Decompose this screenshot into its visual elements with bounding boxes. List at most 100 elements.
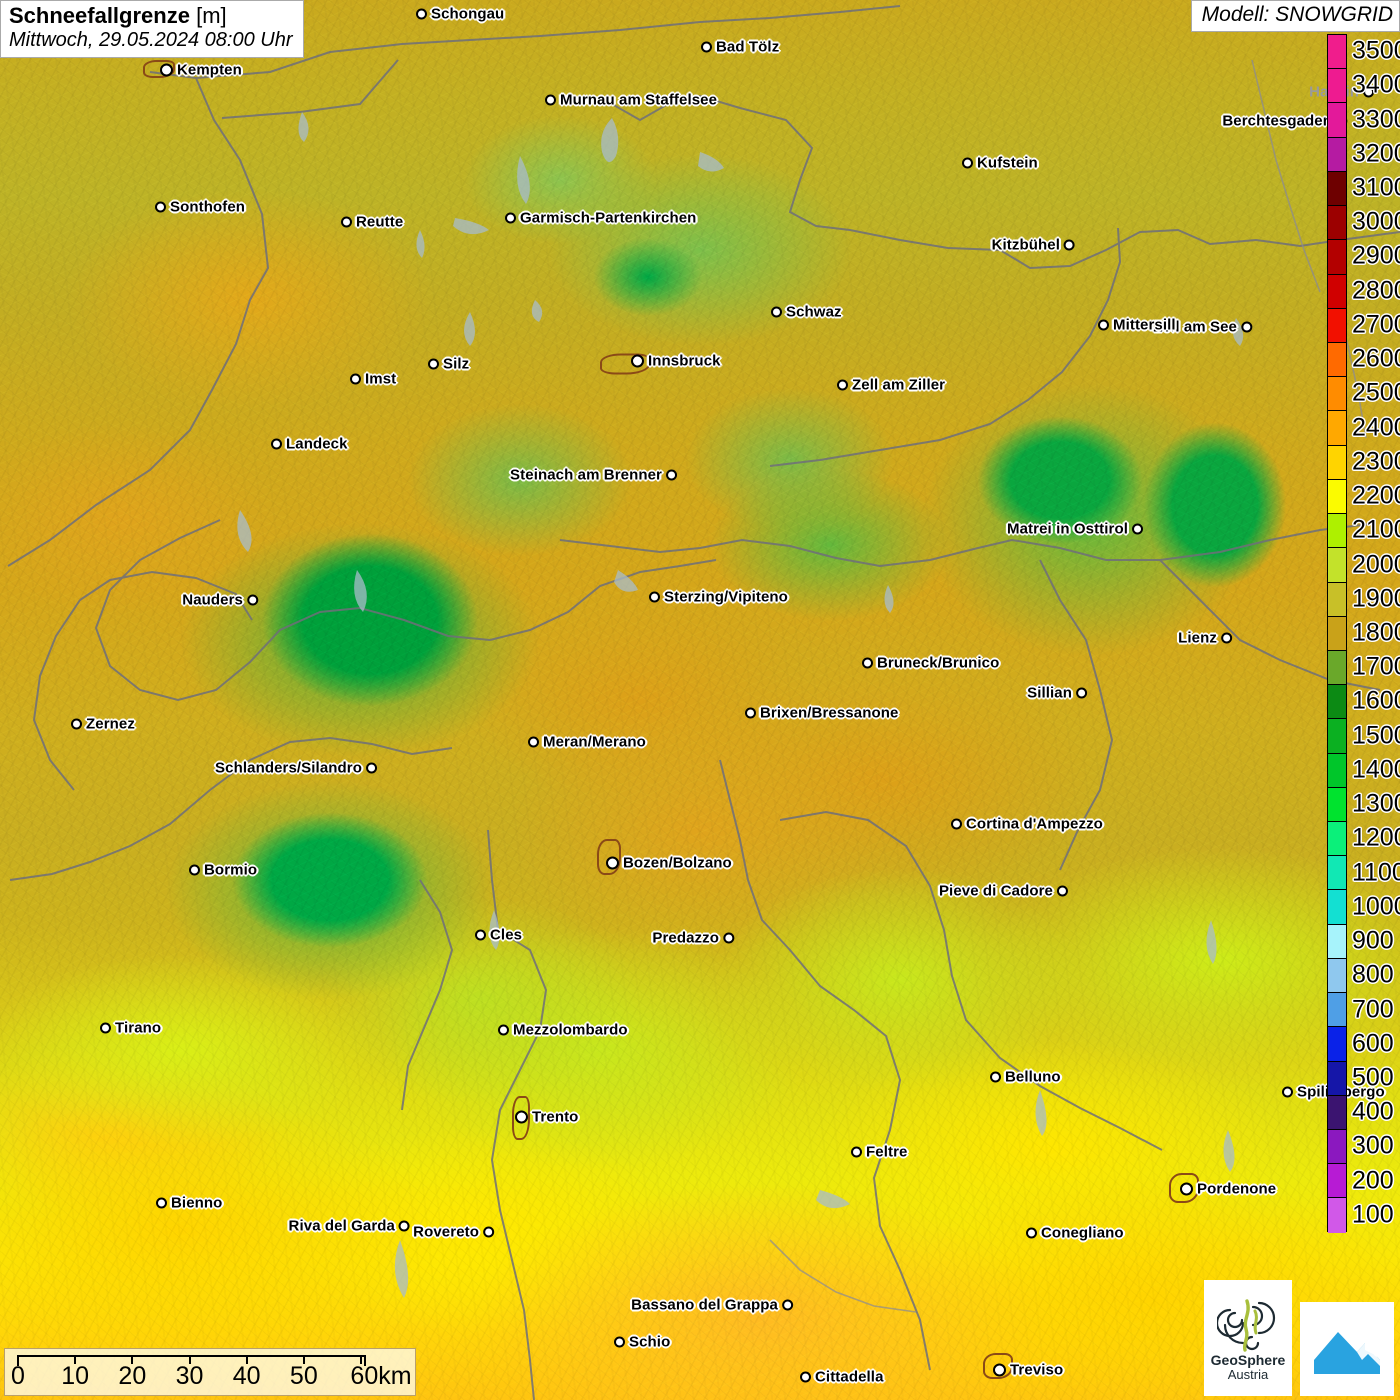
city-marker[interactable]: Sonthofen [155, 199, 245, 216]
city-dot-icon [515, 1110, 528, 1124]
city-marker[interactable]: Schongau [416, 6, 504, 23]
title-parameter: Schneefallgrenze [9, 3, 190, 28]
city-marker[interactable]: Lienz [1178, 630, 1232, 647]
city-marker[interactable]: Predazzo [652, 930, 734, 947]
city-dot-icon [1098, 319, 1109, 331]
colorbar-swatch-2700 [1328, 308, 1346, 343]
colorbar-tick-300: 300 [1352, 1131, 1394, 1160]
city-label: Sterzing/Vipiteno [664, 588, 788, 606]
city-marker[interactable]: Cortina d'Ampezzo [951, 816, 1103, 833]
city-marker[interactable]: Zell am See [1153, 319, 1252, 336]
city-dot-icon [800, 1371, 811, 1383]
colorbar-tick-1900: 1900 [1352, 584, 1400, 613]
city-marker[interactable]: Reutte [341, 214, 403, 231]
city-marker[interactable]: Bassano del Grappa [631, 1297, 793, 1314]
title-panel: Schneefallgrenze [m] Mittwoch, 29.05.202… [0, 0, 304, 58]
city-marker[interactable]: Sillian [1027, 685, 1087, 702]
city-dot-icon [745, 707, 756, 719]
city-marker[interactable]: Riva del Garda [289, 1218, 410, 1235]
city-marker[interactable]: Schio [614, 1334, 670, 1351]
city-marker[interactable]: Mezzolombardo [498, 1022, 628, 1039]
city-label: Bruneck/Brunico [877, 654, 1000, 672]
city-marker[interactable]: Cittadella [800, 1369, 884, 1386]
colorbar-swatch-800 [1328, 958, 1346, 994]
city-marker[interactable]: Bruneck/Brunico [862, 655, 999, 672]
city-dot-icon [782, 1299, 793, 1311]
scale-label: 20 [118, 1362, 147, 1390]
city-marker[interactable]: Bad Tölz [701, 39, 779, 56]
city-marker[interactable]: Kitzbühel [992, 237, 1075, 254]
city-marker[interactable]: Conegliano [1026, 1225, 1124, 1242]
city-dot-icon [771, 306, 782, 318]
city-label: Innsbruck [648, 352, 721, 370]
colorbar-tick-900: 900 [1352, 926, 1394, 955]
city-dot-icon [271, 438, 282, 450]
colorbar-swatch-300 [1328, 1130, 1346, 1165]
city-label: Bad Tölz [716, 38, 780, 56]
city-dot-icon [160, 63, 173, 77]
city-marker[interactable]: Treviso [993, 1362, 1063, 1379]
colorbar-swatch-3500 [1328, 35, 1346, 70]
colorbar-tick-1500: 1500 [1352, 721, 1400, 750]
city-marker[interactable]: Cles [475, 927, 522, 944]
city-label: Zell am See [1153, 318, 1237, 336]
city-label: Cles [490, 926, 523, 944]
colorbar-tick-2600: 2600 [1352, 344, 1400, 373]
city-label: Mezzolombardo [513, 1021, 628, 1039]
colorbar-swatch-2100 [1328, 514, 1346, 549]
colorbar-swatch-1500 [1328, 719, 1346, 754]
city-marker[interactable]: Schlanders/Silandro [215, 760, 377, 777]
city-marker[interactable]: Kufstein [962, 155, 1038, 172]
city-label: Schwaz [786, 303, 842, 321]
colorbar-swatch-700 [1328, 993, 1346, 1028]
city-marker[interactable]: Nauders [182, 592, 258, 609]
colorbar-swatch-200 [1328, 1164, 1346, 1199]
city-outline [1169, 1173, 1199, 1203]
city-marker[interactable]: Steinach am Brenner [510, 467, 677, 484]
city-marker[interactable]: Rovereto [413, 1224, 494, 1241]
blue-mountain-snow-icon [1314, 1332, 1383, 1374]
city-marker[interactable]: Schwaz [771, 304, 842, 321]
city-label: Cittadella [815, 1368, 884, 1386]
city-dot-icon [156, 1197, 167, 1209]
city-marker[interactable]: Zell am Ziller [837, 377, 945, 394]
city-marker[interactable]: Murnau am Staffelsee [545, 92, 717, 109]
geosphere-logo[interactable]: GeoSphere Austria [1204, 1280, 1292, 1396]
city-marker[interactable]: Bormio [189, 862, 257, 879]
city-marker[interactable]: Trento [515, 1109, 578, 1126]
city-marker[interactable]: Imst [350, 371, 396, 388]
colorbar-swatch-1100 [1328, 856, 1346, 891]
colorbar-swatch-2800 [1328, 274, 1346, 309]
colorbar-swatch-2500 [1328, 377, 1346, 412]
scale-label: 60km [350, 1362, 412, 1390]
city-marker[interactable]: Silz [428, 356, 469, 373]
city-marker[interactable]: Sterzing/Vipiteno [649, 589, 788, 606]
city-marker[interactable]: Pordenone [1180, 1181, 1276, 1198]
city-label: Predazzo [652, 929, 719, 947]
city-marker[interactable]: Garmisch-Partenkirchen [505, 210, 696, 227]
city-marker[interactable]: Feltre [851, 1144, 907, 1161]
city-marker[interactable]: Pieve di Cadore [939, 883, 1068, 900]
city-marker[interactable]: Bozen/Bolzano [606, 855, 732, 872]
city-marker[interactable]: Zernez [71, 716, 135, 733]
city-marker[interactable]: Bienno [156, 1195, 222, 1212]
colorbar-tick-3400: 3400 [1352, 70, 1400, 99]
city-marker[interactable]: Meran/Merano [528, 734, 646, 751]
city-label: Bormio [204, 861, 258, 879]
city-marker[interactable]: Kempten [160, 62, 242, 79]
colorbar-tick-700: 700 [1352, 995, 1394, 1023]
city-marker[interactable]: Landeck [271, 436, 348, 453]
city-marker[interactable]: Brixen/Bressanone [745, 705, 898, 722]
city-marker[interactable]: Innsbruck [631, 353, 721, 370]
colorbar-tick-1200: 1200 [1352, 823, 1400, 852]
colorbar-swatch-1600 [1328, 685, 1346, 720]
snow-forecast-logo[interactable] [1300, 1302, 1394, 1396]
city-marker[interactable]: Tirano [100, 1020, 161, 1037]
city-marker[interactable]: Matrei in Osttirol [1007, 521, 1143, 538]
colorbar-swatch-900 [1328, 924, 1346, 959]
colorbar-tick-2400: 2400 [1352, 413, 1400, 442]
city-marker[interactable]: Belluno [990, 1069, 1061, 1086]
city-dot-icon [545, 94, 556, 106]
city-marker[interactable]: Mittersill [1098, 317, 1176, 334]
